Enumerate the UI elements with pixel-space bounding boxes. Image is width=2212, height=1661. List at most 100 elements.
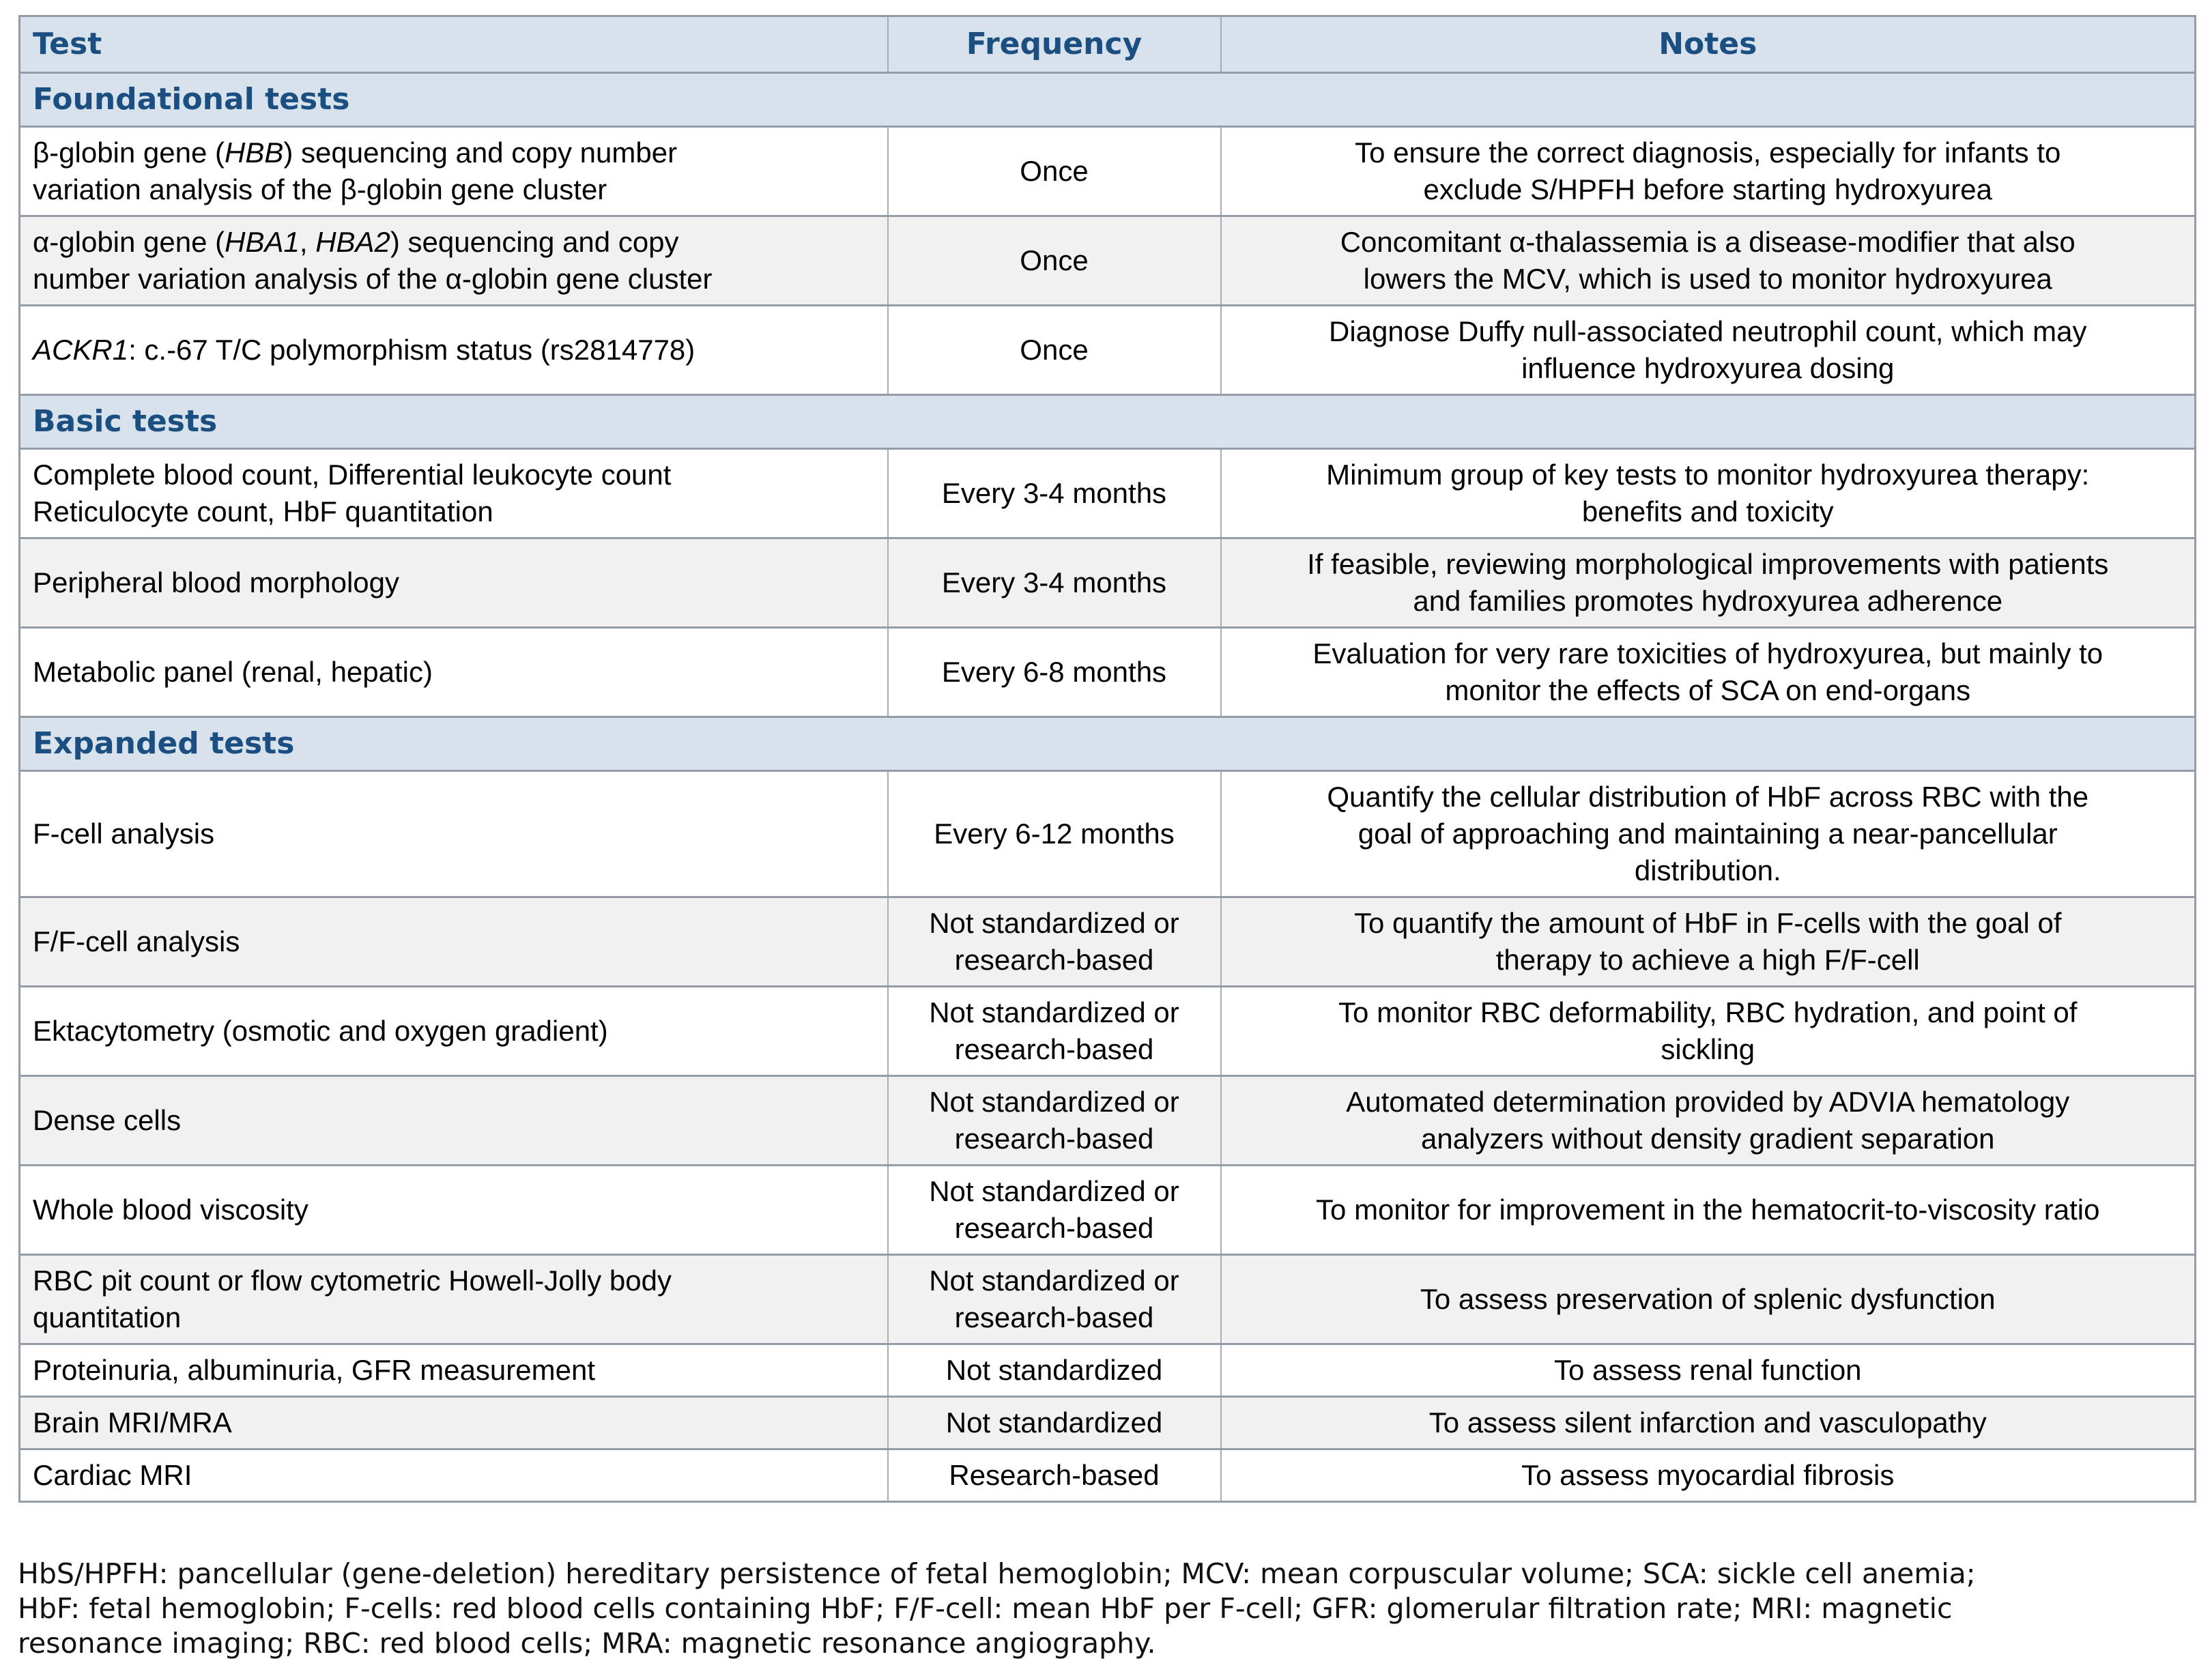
frequency-cell: Every 3-4 months (887, 448, 1222, 539)
section-header: Expanded tests (18, 716, 2196, 772)
frequency-cell: Not standardized or research-based (887, 1075, 1222, 1166)
gene-name: HBA1 (225, 226, 300, 258)
section-header: Foundational tests (18, 72, 2196, 128)
test-cell: Whole blood viscosity (18, 1164, 889, 1256)
test-name-text: F/F-cell analysis (33, 925, 240, 957)
table-row: Complete blood count, Differential leuko… (18, 448, 2196, 539)
test-name-text: Reticulocyte count, HbF quantitation (33, 495, 493, 528)
abbreviations-footnote: HbS/HPFH: pancellular (gene-deletion) he… (18, 1557, 1976, 1660)
notes-cell: Concomitant α-thalassemia is a disease-m… (1220, 215, 2196, 306)
notes-cell: Automated determination provided by ADVI… (1220, 1075, 2196, 1166)
test-cell: F-cell analysis (18, 770, 889, 898)
notes-cell: To ensure the correct diagnosis, especia… (1220, 126, 2196, 217)
notes-cell: To assess renal function (1220, 1343, 2196, 1398)
test-name-text: Dense cells (33, 1104, 182, 1136)
test-name-text: number variation analysis of the α-globi… (33, 263, 713, 295)
test-name-text: Proteinuria, albuminuria, GFR measuremen… (33, 1354, 596, 1386)
frequency-cell: Not standardized (887, 1396, 1222, 1450)
header-row: Test Frequency Notes (18, 15, 2196, 74)
test-cell: Dense cells (18, 1075, 889, 1166)
test-name-text: Complete blood count, Differential leuko… (33, 459, 672, 491)
notes-cell: Minimum group of key tests to monitor hy… (1220, 448, 2196, 539)
column-header-frequency: Frequency (887, 15, 1222, 74)
notes-cell: To assess silent infarction and vasculop… (1220, 1396, 2196, 1450)
test-cell: RBC pit count or flow cytometric Howell-… (18, 1254, 889, 1345)
table-row: α-globin gene (HBA1, HBA2) sequencing an… (18, 215, 2196, 306)
notes-cell: If feasible, reviewing morphological imp… (1220, 537, 2196, 629)
test-cell: Proteinuria, albuminuria, GFR measuremen… (18, 1343, 889, 1398)
test-cell: Peripheral blood morphology (18, 537, 889, 629)
notes-cell: To monitor for improvement in the hemato… (1220, 1164, 2196, 1256)
test-name-text: Peripheral blood morphology (33, 566, 399, 598)
frequency-cell: Not standardized or research-based (887, 896, 1222, 987)
notes-cell: Quantify the cellular distribution of Hb… (1220, 770, 2196, 898)
test-name-text: : c.-67 T/C polymorphism status (rs28147… (128, 334, 695, 366)
table-row: Metabolic panel (renal, hepatic) Every 6-… (18, 626, 2196, 718)
test-cell: Cardiac MRI (18, 1448, 889, 1503)
table-row: ACKR1: c.-67 T/C polymorphism status (rs… (18, 304, 2196, 396)
section-row: Expanded tests (18, 716, 2196, 772)
gene-name: HBB (225, 136, 284, 169)
test-cell: Brain MRI/MRA (18, 1396, 889, 1450)
table-row: Brain MRI/MRA Not standardized To assess s… (18, 1396, 2196, 1450)
notes-cell: To monitor RBC deformability, RBC hydrat… (1220, 985, 2196, 1077)
test-name-text: Ektacytometry (osmotic and oxygen gradie… (33, 1015, 608, 1047)
notes-cell: Evaluation for very rare toxicities of h… (1220, 626, 2196, 718)
frequency-cell: Not standardized or research-based (887, 1254, 1222, 1345)
table-row: Dense cells Not standardized or research-… (18, 1075, 2196, 1166)
test-name-text: Brain MRI/MRA (33, 1406, 232, 1439)
test-name-text: ) sequencing and copy number (283, 136, 678, 169)
table-row: F/F-cell analysis Not standardized or res… (18, 896, 2196, 987)
frequency-cell: Not standardized or research-based (887, 985, 1222, 1077)
section-row: Basic tests (18, 394, 2196, 450)
test-name-text: quantitation (33, 1301, 182, 1333)
table-row: RBC pit count or flow cytometric Howell-… (18, 1254, 2196, 1345)
frequency-cell: Once (887, 126, 1222, 217)
test-name-text: , (299, 226, 316, 258)
table-body: Foundational tests β-globin gene (HBB) se… (18, 72, 2196, 1503)
frequency-cell: Every 6-8 months (887, 626, 1222, 718)
frequency-cell: Every 6-12 months (887, 770, 1222, 898)
frequency-cell: Not standardized (887, 1343, 1222, 1398)
test-cell: ACKR1: c.-67 T/C polymorphism status (rs… (18, 304, 889, 396)
section-row: Foundational tests (18, 72, 2196, 128)
table-row: Whole blood viscosity Not standardized or… (18, 1164, 2196, 1256)
test-cell: α-globin gene (HBA1, HBA2) sequencing an… (18, 215, 889, 306)
column-header-notes: Notes (1220, 15, 2196, 74)
test-cell: β-globin gene (HBB) sequencing and copy … (18, 126, 889, 217)
test-cell: F/F-cell analysis (18, 896, 889, 987)
column-header-test: Test (18, 15, 889, 74)
frequency-cell: Not standardized or research-based (887, 1164, 1222, 1256)
table-row: F-cell analysis Every 6-12 months Quantify… (18, 770, 2196, 898)
notes-cell: To quantify the amount of HbF in F-cells… (1220, 896, 2196, 987)
table-row: Cardiac MRI Research-based To assess myoca… (18, 1448, 2196, 1503)
notes-cell: To assess preservation of splenic dysfun… (1220, 1254, 2196, 1345)
test-cell: Complete blood count, Differential leuko… (18, 448, 889, 539)
test-name-text: Metabolic panel (renal, hepatic) (33, 656, 433, 688)
test-name-text: Cardiac MRI (33, 1459, 192, 1491)
table-row: Proteinuria, albuminuria, GFR measuremen… (18, 1343, 2196, 1398)
frequency-cell: Once (887, 304, 1222, 396)
frequency-cell: Every 3-4 months (887, 537, 1222, 629)
frequency-cell: Research-based (887, 1448, 1222, 1503)
test-name-text: β-globin gene ( (33, 136, 225, 169)
section-header: Basic tests (18, 394, 2196, 450)
table-row: Ektacytometry (osmotic and oxygen gradie… (18, 985, 2196, 1077)
table-row: Peripheral blood morphology Every 3-4 mon… (18, 537, 2196, 629)
test-name-text: ) sequencing and copy (390, 226, 679, 258)
test-name-text: F-cell analysis (33, 818, 215, 850)
notes-cell: Diagnose Duffy null-associated neutrophi… (1220, 304, 2196, 396)
table-row: β-globin gene (HBB) sequencing and copy … (18, 126, 2196, 217)
test-cell: Metabolic panel (renal, hepatic) (18, 626, 889, 718)
gene-name: HBA2 (315, 226, 390, 258)
test-cell: Ektacytometry (osmotic and oxygen gradie… (18, 985, 889, 1077)
tests-table: Test Frequency Notes Foundational tests β… (18, 15, 2196, 1503)
frequency-cell: Once (887, 215, 1222, 306)
test-name-text: RBC pit count or flow cytometric Howell-… (33, 1265, 672, 1297)
table-header: Test Frequency Notes (18, 15, 2196, 74)
test-name-text: α-globin gene ( (33, 226, 225, 258)
gene-name: ACKR1 (33, 334, 129, 366)
test-name-text: variation analysis of the β-globin gene … (33, 173, 607, 205)
test-name-text: Whole blood viscosity (33, 1194, 308, 1226)
